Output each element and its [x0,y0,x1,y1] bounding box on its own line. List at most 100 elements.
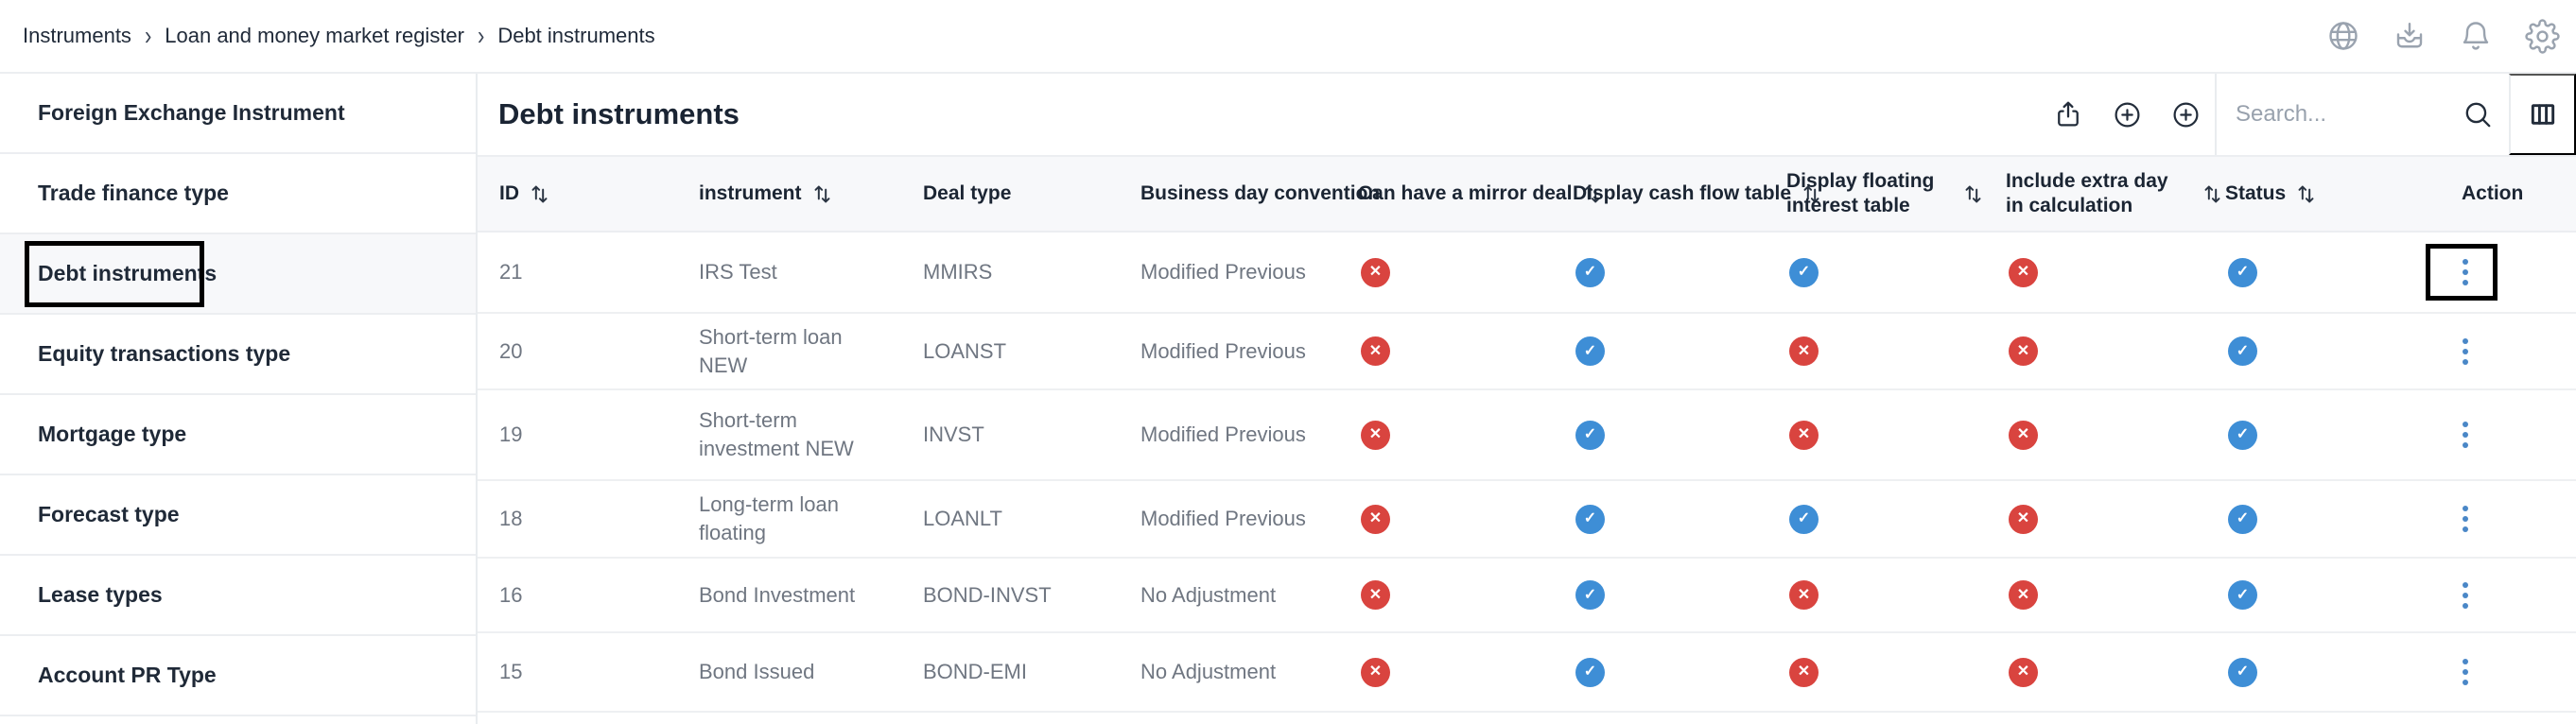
bell-icon[interactable] [2458,18,2494,54]
sidebar-item-foreign-exchange-instrument[interactable]: Foreign Exchange Instrument [0,74,476,154]
cross-badge: ✕ [2009,336,2038,366]
cell-can-have-a-mirror-deal: ✕ [1358,420,1573,450]
sidebar-item-lease-types[interactable]: Lease types [0,556,476,636]
sidebar-item-account-pr-type[interactable]: Account PR Type [0,636,476,716]
search-icon[interactable] [2463,99,2494,130]
row-actions-button[interactable] [2456,579,2475,612]
row-actions-button[interactable] [2456,256,2475,288]
breadcrumb-item-loan-and-money-market-register[interactable]: Loan and money market register [165,24,464,47]
check-badge: ✓ [2228,657,2257,687]
cross-badge: ✕ [2009,257,2038,287]
share-button[interactable] [2039,74,2097,155]
sidebar-item-label: Foreign Exchange Instrument [38,100,345,125]
columns-icon [2531,104,2554,125]
columns-button[interactable] [2509,74,2576,155]
table-row: 15 Bond Issued BOND-EMI No Adjustment ✕ ✓ ✕ ✕ ✓ [478,633,2576,713]
cross-badge: ✕ [2009,504,2038,534]
column-header-instrument[interactable]: instrument [699,181,923,207]
cell-instrument: Short-term investment NEW [699,408,854,460]
inbox-download-icon[interactable] [2392,18,2428,54]
cell-include-extra-day-in-calculation: ✕ [2006,504,2225,534]
column-header-status[interactable]: Status [2225,181,2448,207]
column-header-action: Action [2448,182,2574,205]
cell-status: ✓ [2225,420,2448,450]
check-badge: ✓ [1575,657,1605,687]
column-header-label: Include extra day in calculation [2006,170,2168,216]
table-row: 19 Short-term investment NEW INVST Modified… [478,390,2576,481]
cross-badge: ✕ [1361,580,1390,610]
annotation-box [2426,244,2498,301]
column-header-id[interactable]: ID [478,181,699,207]
table-body: 21 IRS Test MMIRS Modified Previous ✕ ✓ ✓ ✕ ✓ 20 S… [478,233,2576,713]
cell-action [2448,656,2574,688]
row-actions-button[interactable] [2456,503,2475,535]
column-header-label: instrument [699,182,802,204]
cell-include-extra-day-in-calculation: ✕ [2006,657,2225,687]
vertical-ellipsis-icon [2463,680,2468,685]
vertical-ellipsis-icon [2463,581,2468,588]
cell-business-day-convention: Modified Previous [1140,422,1306,446]
sidebar-item-debt-instruments[interactable]: Debt instruments [0,234,476,315]
vertical-ellipsis-icon [2463,506,2468,511]
check-badge: ✓ [2228,336,2257,366]
add-secondary-button[interactable] [2156,74,2215,155]
table-row: 16 Bond Investment BOND-INVST No Adjustment… [478,559,2576,633]
search-input[interactable] [2236,101,2463,128]
sidebar-item-label: Lease types [38,582,163,607]
gear-icon[interactable] [2524,18,2560,54]
cell-display-cash-flow-table: ✓ [1573,257,1786,287]
cell-deal-type: BOND-EMI [923,660,1027,683]
add-button[interactable] [2097,74,2156,155]
cell-action [2426,244,2574,301]
vertical-ellipsis-icon [2463,358,2468,365]
cell-deal-type: LOANST [923,338,1007,363]
column-header-can-have-a-mirror-deal[interactable]: Can have a mirror deal [1358,181,1600,207]
sidebar-item-label: Trade finance type [38,181,229,205]
column-header-display-cash-flow-table[interactable]: Display cash flow table [1573,181,1819,207]
cell-display-cash-flow-table: ✓ [1573,420,1786,450]
vertical-ellipsis-icon [2463,259,2468,265]
check-badge: ✓ [1575,257,1605,287]
cell-action [2448,579,2574,612]
cell-business-day-convention: No Adjustment [1140,660,1277,683]
cell-business-day-convention: Modified Previous [1140,338,1306,363]
cell-business-day-convention: Modified Previous [1140,507,1306,530]
cross-badge: ✕ [2009,580,2038,610]
cell-display-cash-flow-table: ✓ [1573,504,1786,534]
cell-status: ✓ [2225,257,2448,287]
sort-arrows-icon [527,181,552,207]
row-actions-button[interactable] [2456,419,2475,451]
sidebar-item-mortgage-type[interactable]: Mortgage type [0,395,476,475]
cell-include-extra-day-in-calculation: ✕ [2006,420,2225,450]
column-header-label: Business day convention [1140,182,1381,204]
cell-display-cash-flow-table: ✓ [1573,580,1786,610]
cell-can-have-a-mirror-deal: ✕ [1358,657,1573,687]
page-title: Debt instruments [498,97,740,130]
cell-business-day-convention: Modified Previous [1140,260,1306,284]
cell-status: ✓ [2225,657,2448,687]
breadcrumb-item-instruments[interactable]: Instruments [23,24,131,47]
cell-instrument: Bond Investment [699,582,856,607]
cell-display-floating-interest-table: ✓ [1786,257,2006,287]
column-header-display-floating-interest-table[interactable]: Display floating interest table [1786,169,2006,218]
row-actions-button[interactable] [2456,656,2475,688]
cross-badge: ✕ [2009,420,2038,450]
vertical-ellipsis-icon [2463,442,2468,448]
breadcrumb: Instruments › Loan and money market regist… [23,21,655,50]
sidebar-item-equity-transactions-type[interactable]: Equity transactions type [0,315,476,395]
sidebar-item-trade-finance-type[interactable]: Trade finance type [0,154,476,234]
main-panel: Debt instruments [478,74,2576,724]
column-header-label: Status [2225,182,2287,204]
cell-include-extra-day-in-calculation: ✕ [2006,580,2225,610]
cell-display-floating-interest-table: ✕ [1786,657,2006,687]
row-actions-button[interactable] [2456,336,2475,368]
sidebar-item-forecast-type[interactable]: Forecast type [0,475,476,556]
check-badge: ✓ [1789,504,1819,534]
cell-display-floating-interest-table: ✕ [1786,420,2006,450]
cell-status: ✓ [2225,580,2448,610]
column-header-include-extra-day-in-calculation[interactable]: Include extra day in calculation [2006,169,2225,218]
check-badge: ✓ [2228,580,2257,610]
cell-action [2448,503,2574,535]
cross-badge: ✕ [1789,657,1819,687]
globe-icon[interactable] [2325,18,2361,54]
